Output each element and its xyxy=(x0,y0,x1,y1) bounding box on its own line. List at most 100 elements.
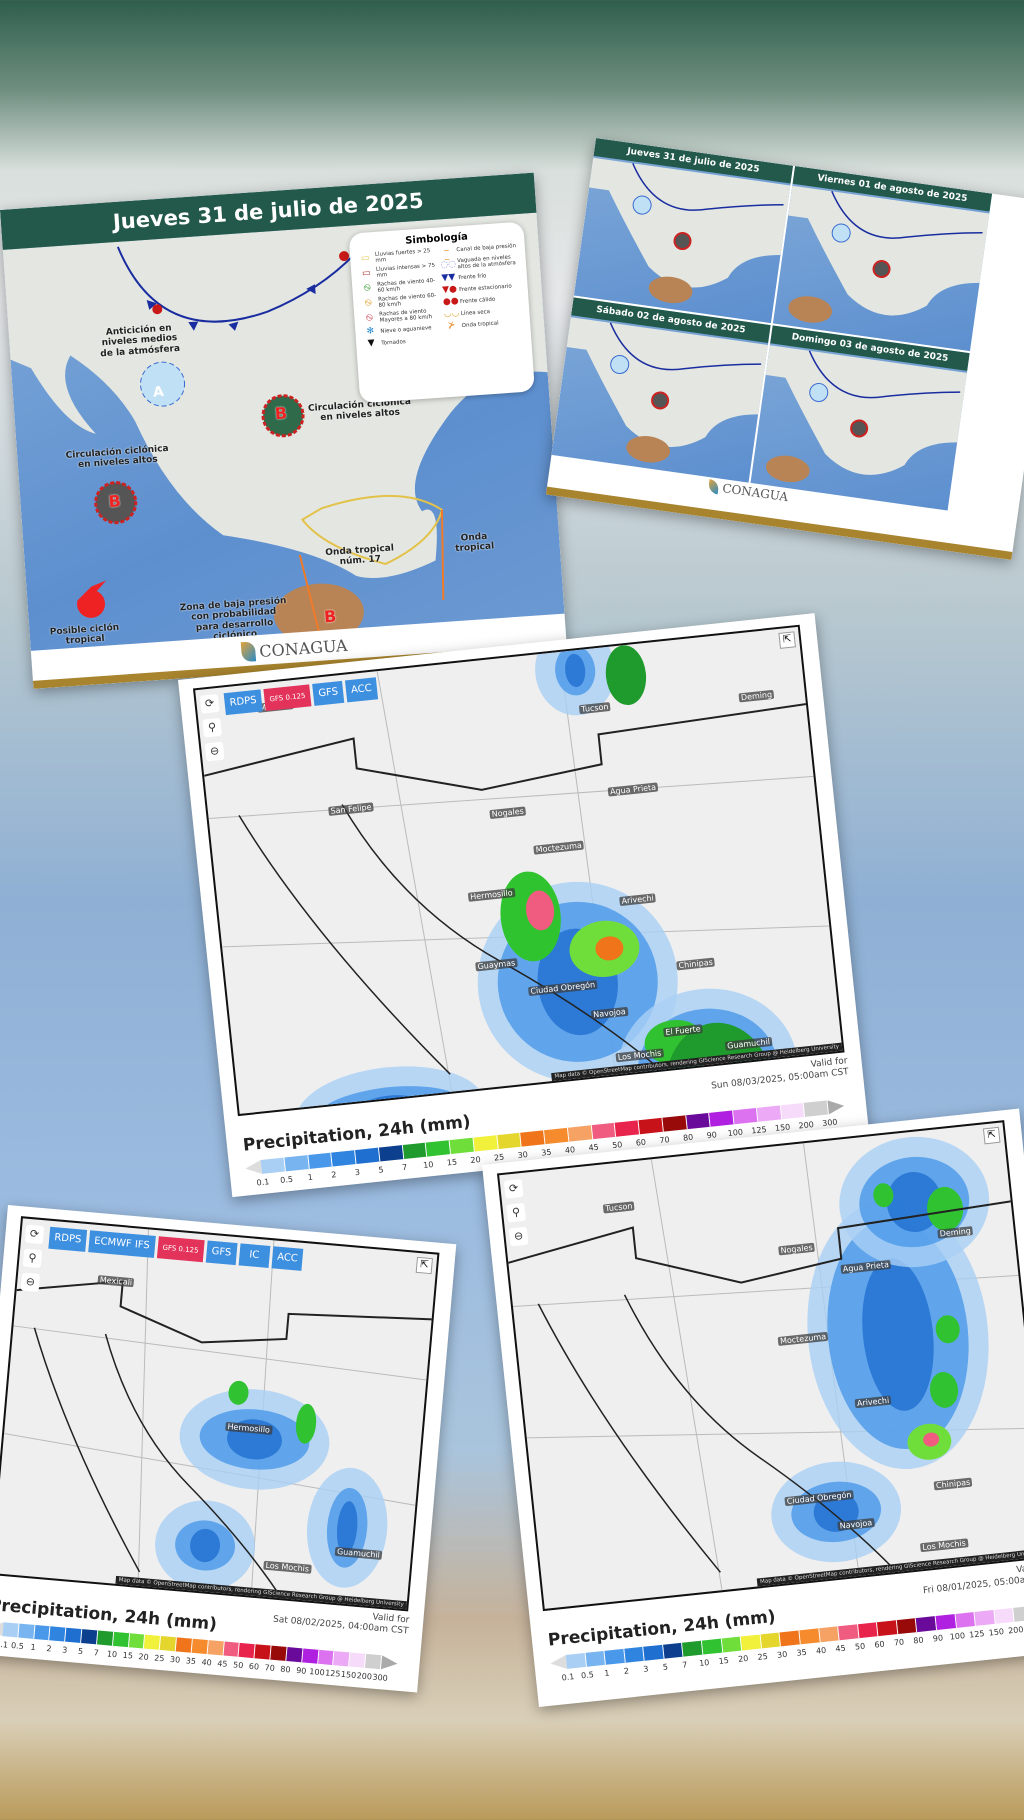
legend-swatch xyxy=(286,1647,304,1663)
model-button[interactable]: GFS xyxy=(312,680,345,706)
legend-tick: 7 xyxy=(401,1162,408,1173)
legend-item-label: Frente cálido xyxy=(459,296,496,305)
legend-swatch xyxy=(355,1147,381,1164)
legend-tick: 1 xyxy=(603,1668,610,1678)
legend-swatch xyxy=(520,1130,546,1147)
model-button[interactable]: ACC xyxy=(345,677,378,703)
legend-tick: 100 xyxy=(949,1631,966,1642)
refresh-icon[interactable]: ⟳ xyxy=(199,693,220,714)
legend-tick: 40 xyxy=(201,1657,213,1668)
wind-green-icon: ࿊ xyxy=(363,283,372,294)
legend-swatch xyxy=(896,1618,918,1635)
location-pin-icon[interactable]: ⚲ xyxy=(22,1248,43,1269)
legend-item-label: Rachas de viento 60-80 km/h xyxy=(377,293,437,310)
precip-cell xyxy=(923,1432,940,1447)
legend-tick: 80 xyxy=(280,1664,291,1675)
legend-swatch xyxy=(955,1611,977,1628)
legend-tick: 15 xyxy=(122,1650,134,1661)
legend-swatch xyxy=(160,1636,178,1652)
coastline xyxy=(33,1327,286,1604)
refresh-icon[interactable]: ⟳ xyxy=(503,1178,524,1199)
label-tropical-wave: Onda tropical xyxy=(454,531,495,555)
legend-item-label: Frente frío xyxy=(458,272,487,281)
legend-swatch xyxy=(799,1628,821,1645)
legend-swatch xyxy=(49,1626,67,1642)
precip-cell xyxy=(873,1183,894,1208)
legend-tick: 5 xyxy=(378,1165,385,1175)
precip-cell xyxy=(929,1371,959,1408)
share-icon[interactable]: ⇱ xyxy=(982,1126,1001,1145)
zoom-out-icon[interactable]: ⊖ xyxy=(508,1226,529,1247)
precip-map[interactable]: RDPS ECMWF IFS GFS 0.125 GFS IC ACC ⟳ ⚲ ⊖ ⇱ M… xyxy=(0,1216,440,1612)
trough-icon: ◌◌ xyxy=(440,258,457,270)
legend-tick: 25 xyxy=(757,1651,769,1662)
legend-tick: 50 xyxy=(854,1641,866,1652)
legend-tick: 7 xyxy=(93,1648,100,1658)
share-icon[interactable]: ⇱ xyxy=(778,631,796,649)
precip-map[interactable]: ⟳ ⚲ ⊖ ⇱ Tucson Deming Nogales Agua Prieta Mo… xyxy=(496,1120,1024,1612)
legend-swatch xyxy=(331,1150,357,1167)
legend-swatch xyxy=(33,1624,51,1641)
zoom-out-icon[interactable]: ⊖ xyxy=(204,741,225,762)
legend-swatch xyxy=(779,1630,801,1647)
legend-tick: 0.1 xyxy=(561,1672,575,1683)
legend-swatch xyxy=(191,1638,209,1655)
high-marker: A xyxy=(152,384,165,401)
legend-tick: 20 xyxy=(737,1653,749,1664)
legend-swatch xyxy=(760,1632,782,1649)
legend-tick: 2 xyxy=(330,1170,337,1180)
legend-swatch xyxy=(916,1616,938,1633)
conagua-logo: CONAGUA xyxy=(240,635,348,663)
model-button[interactable]: GFS 0.125 xyxy=(156,1236,205,1263)
legend-swatch xyxy=(857,1622,879,1639)
warm-front-icon: ●● xyxy=(442,296,460,308)
legend-swatch xyxy=(18,1623,36,1639)
legend-swatch xyxy=(333,1651,351,1667)
high-pressure-center xyxy=(140,361,186,407)
legend-simbologia: Simbología ▭ Lluvias fuertes > 25 mm ▭ Lluv… xyxy=(348,221,535,404)
precip-map-card: ⟳ ⚲ ⊖ ⇱ Tucson Deming Nogales Agua Prieta Mo… xyxy=(482,1108,1024,1708)
precip-cell xyxy=(605,645,647,706)
low-pressure-center-west xyxy=(94,481,138,525)
legend-swatch xyxy=(663,1642,684,1659)
refresh-icon[interactable]: ⟳ xyxy=(24,1224,45,1245)
model-button[interactable]: RDPS xyxy=(223,689,263,716)
model-button[interactable]: IC xyxy=(238,1243,271,1268)
dry-line-icon: ◡◡ xyxy=(443,308,460,320)
legend-tick: 30 xyxy=(169,1654,181,1665)
wind-orange-icon: ࿊ xyxy=(364,298,373,309)
legend-swatch xyxy=(565,1652,587,1669)
legend-tick: 0.5 xyxy=(580,1670,595,1681)
low-marker: B xyxy=(323,606,338,627)
legend-item-label: Línea seca xyxy=(460,308,491,317)
precip-map-card: RDPS ECMWF IFS GFS 0.125 GFS IC ACC ⟳ ⚲ ⊖ ⇱ M… xyxy=(0,1205,457,1693)
model-button[interactable]: ACC xyxy=(271,1246,304,1271)
legend-swatch xyxy=(701,1638,723,1655)
legend-tick: 70 xyxy=(264,1663,276,1673)
legend-swatch xyxy=(818,1626,840,1643)
snowflake-icon: ✻ xyxy=(366,326,375,338)
model-button[interactable]: RDPS xyxy=(48,1226,88,1252)
location-pin-icon[interactable]: ⚲ xyxy=(506,1202,527,1223)
zoom-out-icon[interactable]: ⊖ xyxy=(20,1272,41,1292)
legend-tick: 10 xyxy=(106,1649,118,1660)
legend-swatch xyxy=(877,1620,899,1637)
legend-tick: 0.5 xyxy=(10,1640,25,1652)
legend-swatch xyxy=(97,1630,114,1646)
legend-tick: 35 xyxy=(796,1647,808,1658)
legend-swatch xyxy=(284,1155,310,1172)
legend-tick: 35 xyxy=(185,1656,197,1667)
legend-tick: 150 xyxy=(988,1627,1005,1638)
legend-swatch xyxy=(740,1634,762,1651)
legend-item-label: Tornados xyxy=(381,338,406,347)
model-button[interactable]: GFS xyxy=(205,1240,238,1266)
legend-swatch xyxy=(365,1653,383,1670)
share-icon[interactable]: ⇱ xyxy=(415,1256,433,1275)
legend-tick: 90 xyxy=(295,1665,307,1676)
tropical-wave-icon: ⊁ xyxy=(447,320,456,332)
location-pin-icon[interactable]: ⚲ xyxy=(202,717,223,738)
legend-swatch xyxy=(643,1644,665,1661)
legend-swatch xyxy=(65,1627,83,1644)
legend-swatch xyxy=(733,1107,759,1125)
